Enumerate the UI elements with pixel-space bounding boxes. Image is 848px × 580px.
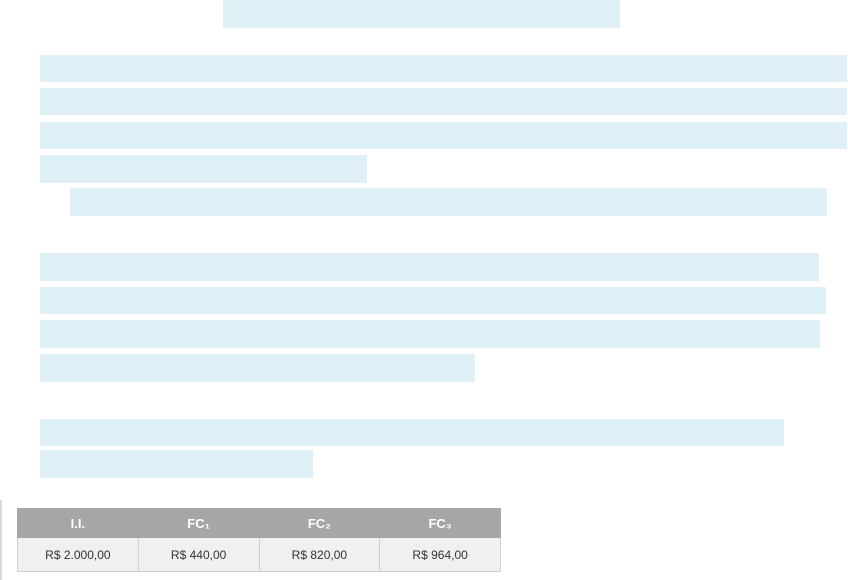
redacted-line [40,354,475,382]
redacted-line [40,320,820,348]
cell: R$ 820,00 [258,537,381,572]
header-cell: FC₂ [258,508,381,538]
redacted-line [40,419,784,446]
header-row: I.I. FC₁ FC₂ FC₃ [17,508,501,538]
cell: R$ 440,00 [137,537,260,572]
redacted-line [40,88,847,115]
redacted-line [40,55,847,82]
data-row: R$ 2.000,00 R$ 440,00 R$ 820,00 R$ 964,0… [17,537,501,572]
header-cell: I.I. [17,508,139,538]
header-cell: FC₃ [379,508,501,538]
redacted-line [40,122,847,149]
redacted-line [40,287,826,314]
cash-flow-table: I.I. FC₁ FC₂ FC₃ R$ 2.000,00 R$ 440,00 R… [17,508,501,572]
header-cell: FC₁ [137,508,260,538]
redacted-line [70,188,827,216]
edge-line [0,500,2,580]
cell: R$ 964,00 [379,537,501,572]
redacted-line [40,450,313,478]
redacted-line [40,253,819,281]
redacted-line [40,155,367,183]
redacted-title [223,0,620,28]
cell: R$ 2.000,00 [17,537,139,572]
